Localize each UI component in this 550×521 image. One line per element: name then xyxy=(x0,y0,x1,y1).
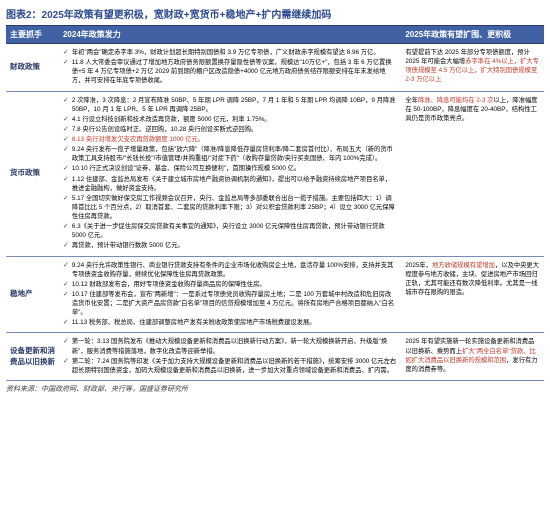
policy-line: ✓7.8 央行公告创设临时正、逆回购，10.28 央行创设买断式逆回购。 xyxy=(63,125,397,134)
chart-title: 图表2：2025年政策有望更积极，宽财政+宽货币+稳地产+扩内需继续加码 xyxy=(6,6,544,21)
policy-text: 4.1 行设立科技创新和技术改造再贷款，额度 5000 亿元，利率 1.75%。 xyxy=(72,115,397,124)
policy-text: 第一轮：3.13 国务院发布《推动大规模设备更新和消费品以旧换新行动方案》，新一… xyxy=(72,337,397,355)
col-header-2025: 2025年政策有望扩围、更积极 xyxy=(401,26,544,44)
check-icon: ✓ xyxy=(63,48,69,57)
table-row: 货币政策✓2 次降准，3 次降息：2 月宣布降准 50BP、5 年期 LPR 调… xyxy=(6,91,544,256)
table-row: 财政政策 ✓年初"两会"确定赤字率 3%，财政计划超长期特别国债和 3.9 万亿专… xyxy=(6,44,544,92)
outlook-highlight: 地方收储规模有望增加 xyxy=(432,262,495,269)
category-cell: 财政政策 xyxy=(6,44,59,92)
policy-text: 7.8 央行公告创设临时正、逆回购，10.28 央行创设买断式逆回购。 xyxy=(72,125,397,134)
policies-2024-cell: ✓第一轮：3.13 国务院发布《推动大规模设备更新和消费品以旧换新行动方案》，新… xyxy=(59,333,401,381)
check-icon: ✓ xyxy=(63,58,69,67)
policy-text: 第二轮：7.24 国务院等印发《关于加力支持大规模设备更新和消费品以旧换新的若干… xyxy=(72,357,397,375)
category-cell: 设备更新和消费品以旧换新 xyxy=(6,333,59,381)
policy-text: 再贷款，预计带动银行数款 5000 亿元。 xyxy=(72,241,397,250)
policy-text: 11.8 人大常委会审议通过了增加地方政府债务限额置换存量隐性债等议案，规模达"… xyxy=(72,58,397,85)
check-icon: ✓ xyxy=(63,164,69,173)
check-icon: ✓ xyxy=(63,337,69,346)
check-icon: ✓ xyxy=(63,115,69,124)
policies-2024-cell: ✓年初"两会"确定赤字率 3%，财政计划超长期特别国债和 3.9 万亿专项债，广… xyxy=(59,44,401,92)
policy-text: 10.10 行正式决议创设"证券、基金、保险公司互换便利"，首期操作规模 500… xyxy=(72,164,397,173)
policy-line: ✓4.1 行设立科技创新和技术改造再贷款，额度 5000 亿元，利率 1.75%… xyxy=(63,115,397,124)
policy-line: ✓11.13 税务部、税总局、住建部调整房地产发有关税收政策使房地产市场税费建设… xyxy=(63,318,397,327)
policy-line: ✓5.17 全国切实做好保交房工作视频会议召开，央行、金监总局等多部委联合出台一… xyxy=(63,194,397,221)
category-cell: 货币政策 xyxy=(6,91,59,256)
outlook-2025-cell: 2025年，地方收储规模有望增加，以及中央更大程度参与地方收储，主块、促进房地产… xyxy=(401,256,544,333)
table-row: 稳地产✓9.24 央行允许政策性银行、商业银行贷款支持有条件的企业市场化收购房企… xyxy=(6,256,544,333)
policy-text: 2 次降准，3 次降息：2 月宣布降准 50BP、5 年期 LPR 调降 25B… xyxy=(72,96,397,114)
policy-text: 9.24 央行发布一揽子增量政策，包括"放六降"（降准/降息降低存量房贷利率/降… xyxy=(72,145,397,163)
policies-2024-cell: ✓2 次降准，3 次降息：2 月宣布降准 50BP、5 年期 LPR 调降 25… xyxy=(59,91,401,256)
policy-line: ✓6.3《关于进一步促住房保交房贷款有关事宜的通知》，央行设立 3000 亿元保… xyxy=(63,222,397,240)
policy-line: ✓1.12 住建部、金监总局发布《关于建立城市房地产融资协调机制的通知》，提出可… xyxy=(63,175,397,193)
check-icon: ✓ xyxy=(63,357,69,366)
policy-line: ✓9.24 央行允许政策性银行、商业银行贷款支持有条件的企业市场化收购房企土地，… xyxy=(63,261,397,279)
policy-text: 10.12 财政部发布会，用好专项债资金收购存量商品房的保障性住房。 xyxy=(72,280,397,289)
policies-2024-cell: ✓9.24 央行允许政策性银行、商业银行贷款支持有条件的企业市场化收购房企土地，… xyxy=(59,256,401,333)
check-icon: ✓ xyxy=(63,135,69,144)
check-icon: ✓ xyxy=(63,96,69,105)
check-icon: ✓ xyxy=(63,241,69,250)
col-header-category: 主要抓手 xyxy=(6,26,59,44)
policy-line: ✓11.8 人大常委会审议通过了增加地方政府债务限额置换存量隐性债等议案，规模达… xyxy=(63,58,397,85)
check-icon: ✓ xyxy=(63,125,69,134)
outlook-pre: 2025年， xyxy=(405,262,432,269)
category-cell: 稳地产 xyxy=(6,256,59,333)
policy-line: ✓8.13 央行对增发欠支农再贷款额度 1000 亿元。 xyxy=(63,135,397,144)
source-note: 资料来源：中国政府网、财政部、央行等，国盛证券研究所 xyxy=(6,384,544,394)
table-row: 设备更新和消费品以旧换新✓第一轮：3.13 国务院发布《推动大规模设备更新和消费… xyxy=(6,333,544,381)
policy-text: 10.17 住建部等发布会，宣布"两新增"：一是系过专项债党员收购存量房土地；二… xyxy=(72,290,397,317)
policy-text: 1.12 住建部、金监总局发布《关于建立城市房地产融资协调机制的通知》，提出可以… xyxy=(72,175,397,193)
policy-table: 主要抓手 2024年政策发力 2025年政策有望扩围、更积极 财政政策✓年初"两… xyxy=(6,25,544,381)
policy-text: 6.3《关于进一步促住房保交房贷款有关事宜的通知》，央行设立 3000 亿元保障… xyxy=(72,222,397,240)
check-icon: ✓ xyxy=(63,194,69,203)
check-icon: ✓ xyxy=(63,261,69,270)
outlook-2025-cell: 全年降准、降息可能均在 2-3 次以上，降准幅度在 50-100BP，降息幅度在… xyxy=(401,91,544,256)
outlook-2025-cell: 有望提前下达 2025 年部分专项债额度，预计 2025 年可能会大幅增赤字率在… xyxy=(401,44,544,92)
policy-line: ✓第二轮：7.24 国务院等印发《关于加力支持大规模设备更新和消费品以旧换新的若… xyxy=(63,357,397,375)
policy-text: 8.13 央行对增发欠支农再贷款额度 1000 亿元。 xyxy=(72,135,397,144)
policy-line: ✓第一轮：3.13 国务院发布《推动大规模设备更新和消费品以旧换新行动方案》，新… xyxy=(63,337,397,355)
check-icon: ✓ xyxy=(63,318,69,327)
table-header-row: 主要抓手 2024年政策发力 2025年政策有望扩围、更积极 xyxy=(6,26,544,44)
policy-text: 9.24 央行允许政策性银行、商业银行贷款支持有条件的企业市场化收购房企土地，盘… xyxy=(72,261,397,279)
check-icon: ✓ xyxy=(63,145,69,154)
outlook-2025-cell: 2025 年有望实施新一轮实施设备更新和消费品以旧换新、乘势而上扩大"两全白名单… xyxy=(401,333,544,381)
policy-text: 5.17 全国切实做好保交房工作视频会议召开，央行、金监总局等多部委联合出台一揽… xyxy=(72,194,397,221)
policy-line: ✓10.12 财政部发布会，用好专项债资金收购存量商品房的保障性住房。 xyxy=(63,280,397,289)
check-icon: ✓ xyxy=(63,175,69,184)
policy-line: ✓再贷款，预计带动银行数款 5000 亿元。 xyxy=(63,241,397,250)
outlook-highlight: 降准、降息可能均在 2-3 次 xyxy=(418,97,494,104)
check-icon: ✓ xyxy=(63,280,69,289)
policy-text: 11.13 税务部、税总局、住建部调整房地产发有关税收政策使房地产市场税费建设发… xyxy=(72,318,397,327)
policy-line: ✓10.10 行正式决议创设"证券、基金、保险公司互换便利"，首期操作规模 50… xyxy=(63,164,397,173)
policy-line: ✓10.17 住建部等发布会，宣布"两新增"：一是系过专项债党员收购存量房土地；… xyxy=(63,290,397,317)
policy-line: ✓2 次降准，3 次降息：2 月宣布降准 50BP、5 年期 LPR 调降 25… xyxy=(63,96,397,114)
policy-line: ✓9.24 央行发布一揽子增量政策，包括"放六降"（降准/降息降低存量房贷利率/… xyxy=(63,145,397,163)
check-icon: ✓ xyxy=(63,290,69,299)
policy-line: ✓年初"两会"确定赤字率 3%，财政计划超长期特别国债和 3.9 万亿专项债，广… xyxy=(63,48,397,57)
col-header-2024: 2024年政策发力 xyxy=(59,26,401,44)
outlook-pre: 全年 xyxy=(405,97,418,104)
policy-text: 年初"两会"确定赤字率 3%，财政计划超长期特别国债和 3.9 万亿专项债，广义… xyxy=(72,48,397,57)
check-icon: ✓ xyxy=(63,222,69,231)
